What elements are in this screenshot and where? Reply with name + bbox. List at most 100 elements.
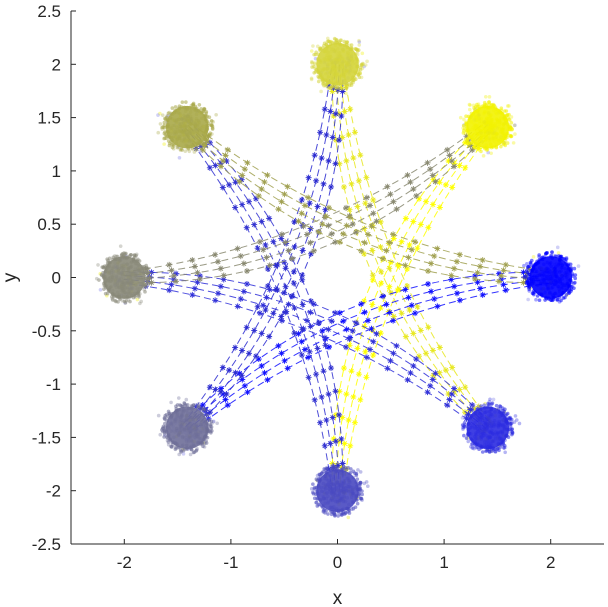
- cluster-edge-point: [165, 124, 169, 129]
- trajectory-marker: [405, 254, 412, 261]
- cluster-edge-point: [331, 467, 336, 472]
- trajectory-marker: [148, 269, 155, 276]
- trajectory-marker: [417, 221, 424, 228]
- cluster-edge-point: [131, 256, 136, 261]
- cluster-edge-point: [172, 110, 177, 115]
- trajectory-marker: [377, 305, 384, 312]
- trajectory-marker: [407, 179, 414, 186]
- trajectory-marker: [291, 218, 298, 225]
- cluster-edge-point: [182, 105, 187, 110]
- cluster-edge-point: [470, 438, 475, 443]
- trajectory-marker: [425, 268, 432, 275]
- trajectory-marker: [343, 326, 350, 333]
- trajectory-marker: [425, 280, 432, 287]
- cluster-edge-point: [185, 106, 189, 110]
- trajectory-marker: [266, 286, 273, 293]
- cluster-edge-point: [143, 284, 148, 289]
- trajectory-marker: [343, 391, 350, 398]
- trajectory-marker: [282, 283, 289, 290]
- trajectory-marker: [314, 203, 321, 210]
- trajectory-marker: [291, 330, 298, 337]
- trajectory-marker: [322, 206, 329, 213]
- cluster: [309, 36, 369, 96]
- trajectory-marker: [281, 289, 288, 296]
- cluster-edge-point: [526, 264, 531, 269]
- cluster-edge-point: [169, 444, 174, 449]
- trajectory-marker: [220, 276, 227, 283]
- cluster-core: [165, 105, 209, 149]
- trajectory-marker: [502, 261, 509, 268]
- cluster-edge-point: [531, 291, 536, 295]
- trajectory-marker: [317, 419, 324, 426]
- cluster-point: [357, 40, 362, 44]
- cluster-edge-point: [355, 477, 360, 481]
- cluster-edge-point: [509, 134, 513, 138]
- trajectory-group: [181, 124, 346, 493]
- cluster-edge-point: [312, 52, 316, 57]
- trajectory-marker: [263, 254, 270, 261]
- cluster-edge-point: [356, 489, 361, 493]
- cluster-edge-point: [175, 145, 180, 150]
- cluster-edge-point: [549, 253, 553, 258]
- trajectory-marker: [234, 303, 241, 310]
- trajectory-marker: [335, 411, 342, 418]
- trajectory-marker: [212, 386, 219, 393]
- trajectory-marker: [427, 166, 434, 173]
- cluster-edge-point: [133, 291, 137, 296]
- cluster-edge-point: [537, 298, 542, 303]
- trajectory-marker: [500, 281, 507, 288]
- trajectory-line: [123, 278, 488, 430]
- trajectory-marker: [313, 371, 320, 378]
- cluster-edge-point: [531, 266, 536, 270]
- trajectory-marker: [410, 218, 417, 225]
- trajectory-marker: [278, 235, 285, 242]
- cluster-edge-point: [113, 298, 117, 303]
- trajectory-marker: [453, 290, 460, 297]
- trajectory-marker: [346, 336, 353, 343]
- cluster-edge-point: [163, 117, 168, 122]
- trajectory-marker: [314, 345, 321, 352]
- trajectory-marker: [170, 276, 177, 283]
- trajectory-marker: [220, 391, 227, 398]
- trajectory-marker: [301, 202, 308, 209]
- cluster-edge-point: [170, 440, 174, 445]
- trajectory-marker: [361, 225, 368, 232]
- cluster-edge-point: [107, 287, 111, 292]
- cluster-edge-point: [162, 435, 166, 439]
- trajectory-marker: [436, 344, 443, 351]
- cluster-edge-point: [557, 254, 561, 258]
- cluster-edge-point: [186, 146, 191, 151]
- trajectory-marker: [336, 160, 343, 167]
- y-tick-label: 2: [52, 55, 61, 74]
- x-tick-label: 0: [333, 553, 342, 572]
- trajectory-marker: [396, 286, 403, 293]
- cluster-edge-point: [348, 470, 353, 475]
- trajectory-marker: [368, 325, 375, 332]
- cluster-edge-point: [573, 280, 577, 285]
- cluster-edge-point: [470, 407, 475, 412]
- cluster-edge-point: [337, 41, 342, 46]
- cluster-edge-point: [143, 290, 147, 294]
- trajectory-marker: [260, 302, 267, 309]
- trajectory-marker: [303, 317, 310, 324]
- trajectory-marker: [222, 152, 229, 159]
- trajectory-marker: [402, 262, 409, 269]
- trajectory-marker: [323, 417, 330, 424]
- cluster-edge-point: [466, 114, 471, 119]
- cluster-edge-point: [466, 141, 471, 145]
- trajectory-marker: [246, 350, 253, 357]
- cluster-point: [462, 117, 466, 122]
- cluster-edge-point: [203, 143, 207, 147]
- trajectory-line: [125, 275, 489, 427]
- cluster-edge-point: [502, 140, 507, 145]
- trajectory-marker: [394, 287, 401, 294]
- trajectory-marker: [306, 200, 313, 207]
- cluster-point: [365, 59, 369, 64]
- trajectory-marker: [474, 279, 481, 286]
- trajectory-marker: [325, 326, 332, 333]
- cluster-edge-point: [161, 426, 165, 430]
- trajectory-marker: [383, 301, 390, 308]
- cluster-edge-point: [205, 427, 210, 431]
- trajectory-marker: [361, 298, 368, 305]
- cluster-edge-point: [206, 417, 211, 422]
